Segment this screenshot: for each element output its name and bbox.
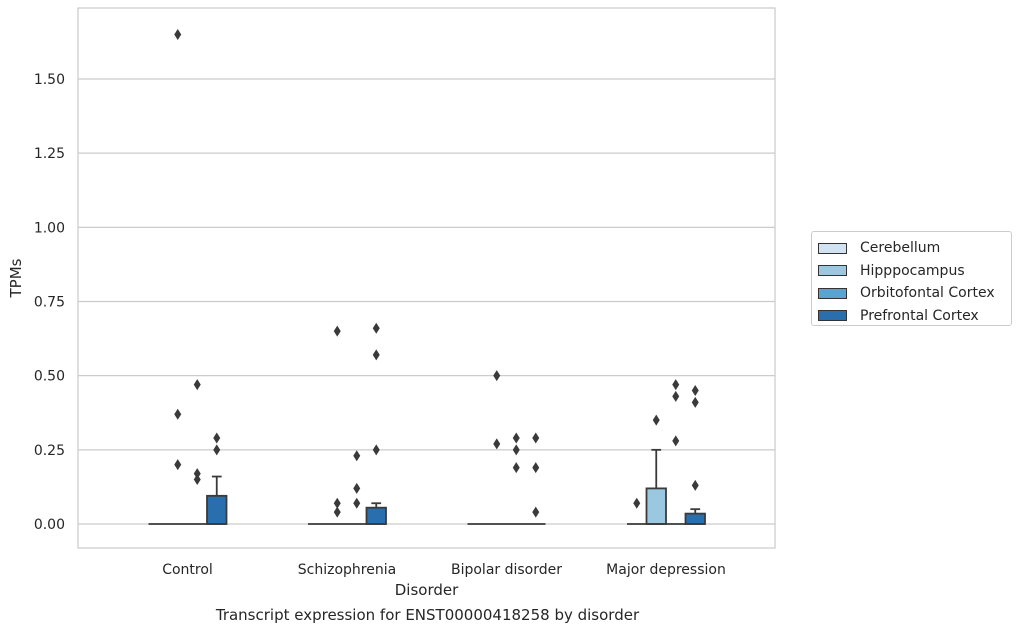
box-prefrontal-cortex	[526, 432, 546, 525]
outlier-point	[372, 349, 380, 361]
outlier-point	[652, 414, 660, 426]
outlier-point	[213, 432, 221, 444]
outlier-point	[193, 474, 201, 485]
outlier-point	[174, 459, 182, 471]
outlier-point	[333, 497, 341, 509]
outlier-point	[493, 438, 501, 450]
box-prefrontal-cortex	[206, 432, 228, 525]
outlier-point	[353, 497, 361, 509]
outlier-point	[672, 379, 680, 391]
box-cerebellum	[627, 497, 647, 525]
legend-label: Prefrontal Cortex	[860, 307, 979, 324]
outlier-point	[672, 435, 680, 447]
legend-item: Hipppocampus	[818, 260, 1011, 283]
outlier-point	[691, 396, 699, 408]
outlier-point	[333, 506, 341, 518]
y-tick-label: 0.50	[34, 369, 65, 385]
legend-item: Cerebellum	[818, 237, 1011, 260]
box-prefrontal-cortex	[365, 322, 387, 525]
y-tick-label: 1.50	[34, 72, 65, 88]
outlier-point	[372, 322, 380, 334]
outlier-point	[512, 462, 520, 474]
legend-item: Orbitofontal Cortex	[818, 282, 1011, 305]
box-orbitofontal-cortex	[347, 450, 367, 525]
y-tick-label: 0.75	[34, 295, 65, 311]
legend-label: Hipppocampus	[860, 262, 965, 279]
x-tick-label: Schizophrenia	[298, 562, 396, 578]
legend-swatch	[818, 287, 847, 299]
outlier-point	[532, 506, 540, 518]
plot-area-frame	[77, 7, 776, 549]
outlier-point	[493, 370, 501, 382]
outlier-point	[372, 444, 380, 456]
box-hipppocampus	[168, 29, 188, 525]
outlier-point	[353, 482, 361, 494]
legend-label: Cerebellum	[860, 240, 941, 257]
box-body	[206, 494, 228, 525]
box-prefrontal-cortex	[684, 385, 706, 525]
x-tick-label: Bipolar disorder	[451, 562, 562, 578]
box-orbitofontal-cortex	[666, 379, 686, 525]
outlier-point	[672, 390, 680, 402]
outlier-point	[174, 408, 182, 420]
box-orbitofontal-cortex	[506, 432, 526, 525]
y-axis-label: TPMs	[7, 258, 25, 298]
box-hipppocampus	[327, 325, 347, 525]
outlier-point	[532, 462, 540, 474]
outlier-point	[512, 432, 520, 444]
outlier-point	[691, 479, 699, 491]
x-tick-label: Major depression	[606, 562, 726, 578]
legend-item: Prefrontal Cortex	[818, 305, 1011, 328]
legend-swatch	[818, 265, 847, 277]
legend-label: Orbitofontal Cortex	[860, 285, 995, 302]
x-tick-label: Control	[162, 562, 213, 578]
legend-swatch	[818, 310, 847, 322]
outlier-point	[532, 432, 540, 444]
chart-title: Transcript expression for ENST0000041825…	[215, 606, 640, 624]
box-body	[365, 506, 387, 525]
y-tick-label: 0.00	[34, 517, 65, 533]
box-hipppocampus	[645, 414, 667, 525]
y-tick-label: 1.25	[34, 146, 65, 162]
legend: Cerebellum Hipppocampus Orbitofontal Corte…	[811, 231, 1012, 326]
outlier-point	[691, 385, 699, 396]
legend-swatch	[818, 242, 847, 254]
outlier-point	[333, 325, 341, 337]
x-axis-label: Disorder	[395, 581, 459, 599]
outlier-point	[353, 450, 361, 462]
box-hipppocampus	[487, 370, 507, 525]
outlier-point	[174, 29, 182, 40]
box-body	[684, 512, 706, 525]
y-tick-label: 0.25	[34, 443, 65, 459]
y-tick-label: 1.00	[34, 220, 65, 236]
outlier-point	[193, 468, 201, 480]
outlier-point	[512, 444, 520, 456]
x-tick-labels: Control Schizophrenia Bipolar disorder Majo…	[162, 562, 726, 578]
outlier-point	[213, 444, 221, 456]
y-tick-labels: 0.00 0.25 0.50 0.75 1.00 1.25 1.50	[34, 72, 65, 533]
outlier-point	[193, 379, 201, 391]
box-body	[645, 487, 667, 525]
box-orbitofontal-cortex	[187, 379, 207, 525]
box-groups	[148, 29, 706, 525]
outlier-point	[633, 497, 641, 509]
